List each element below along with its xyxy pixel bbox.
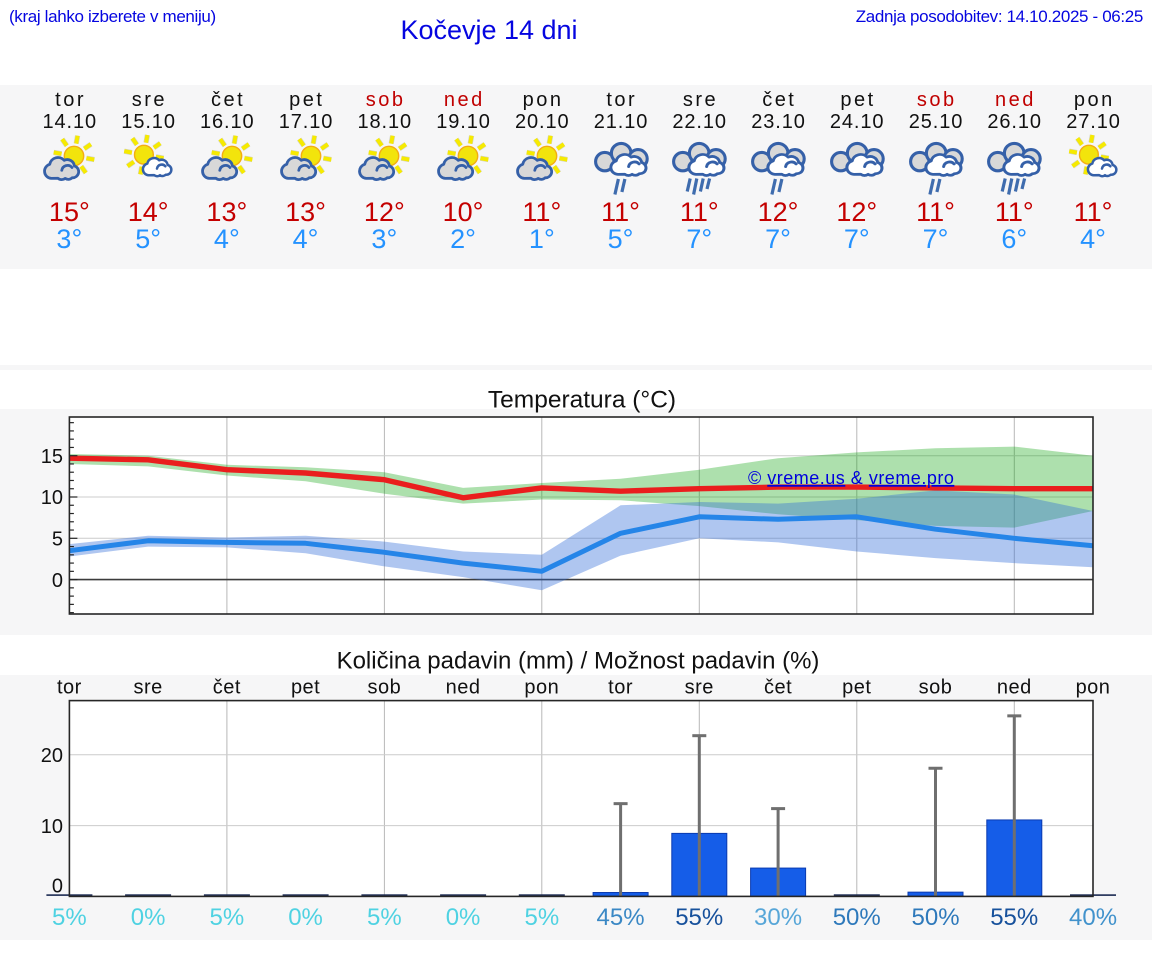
- svg-text:20: 20: [41, 745, 63, 767]
- svg-text:15: 15: [41, 446, 63, 468]
- svg-text:pon: pon: [524, 676, 559, 698]
- svg-text:ned: ned: [446, 676, 481, 698]
- svg-text:sob: sob: [919, 676, 953, 698]
- svg-text:ned: ned: [997, 676, 1032, 698]
- svg-text:5: 5: [52, 529, 63, 551]
- svg-text:tor: tor: [608, 676, 633, 698]
- svg-text:Količina padavin (mm) / Možnos: Količina padavin (mm) / Možnost padavin …: [337, 647, 820, 674]
- svg-text:pet: pet: [842, 676, 871, 698]
- svg-text:Temperatura (°C): Temperatura (°C): [488, 387, 676, 414]
- svg-text:pet: pet: [291, 676, 320, 698]
- svg-text:tor: tor: [57, 676, 82, 698]
- svg-text:10: 10: [41, 487, 63, 509]
- svg-text:0: 0: [52, 876, 63, 898]
- svg-text:0: 0: [52, 570, 63, 592]
- svg-text:sob: sob: [368, 676, 402, 698]
- svg-text:sre: sre: [133, 676, 162, 698]
- svg-text:© vreme.us & vreme.pro: © vreme.us & vreme.pro: [748, 468, 954, 488]
- svg-text:10: 10: [41, 816, 63, 838]
- svg-text:sre: sre: [685, 676, 714, 698]
- svg-text:pon: pon: [1076, 676, 1111, 698]
- svg-text:čet: čet: [764, 676, 792, 698]
- svg-text:čet: čet: [213, 676, 241, 698]
